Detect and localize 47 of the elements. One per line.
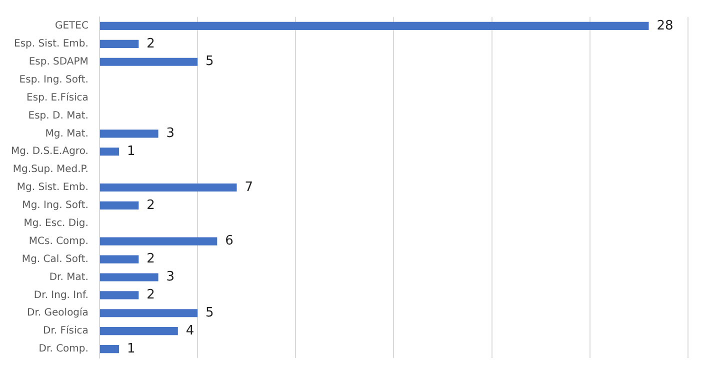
data-label: 5 <box>206 54 214 70</box>
data-label: 5 <box>206 306 214 321</box>
data-label: 2 <box>146 198 155 213</box>
bar <box>100 255 139 264</box>
y-tick-label: Esp. E.Física <box>26 92 88 104</box>
data-label: 28 <box>656 18 674 34</box>
data-label: 7 <box>244 180 254 195</box>
y-tick-label: MCs. Comp. <box>28 236 88 247</box>
y-tick-label: GETEC <box>54 20 88 32</box>
y-tick-label: Esp. D. Mat. <box>28 110 88 122</box>
y-tick-label: Esp. Sist. Emb. <box>14 38 88 50</box>
y-tick-label: Dr. Ing. Inf. <box>34 290 88 301</box>
bar <box>100 309 198 318</box>
data-label: 2 <box>146 252 155 267</box>
data-label: 1 <box>127 341 136 356</box>
data-label: 2 <box>146 36 155 52</box>
data-label: 3 <box>166 270 175 285</box>
y-tick-label: Dr. Geología <box>27 308 88 319</box>
y-tick-label: Mg. Cal. Soft. <box>22 254 88 265</box>
bar <box>100 183 237 192</box>
bar <box>100 237 218 246</box>
bar <box>100 291 139 300</box>
bar <box>100 273 158 282</box>
bar <box>100 22 649 30</box>
y-tick-label: Mg.Sup. Med.P. <box>12 164 88 176</box>
data-label: 6 <box>225 234 234 249</box>
y-tick-label: Dr. Mat. <box>49 272 88 283</box>
y-tick-label: Dr. Física <box>43 326 88 337</box>
y-tick-label: Mg. D.S.E.Agro. <box>11 146 88 158</box>
bar <box>100 344 120 354</box>
bar <box>100 58 198 66</box>
data-label: 1 <box>127 144 136 159</box>
data-label: 2 <box>146 288 155 303</box>
bar <box>100 148 120 156</box>
y-tick-label: Mg. Sist. Emb. <box>16 182 88 194</box>
y-tick-label: Dr. Comp. <box>38 344 88 355</box>
y-tick-label: Mg. Ing. Soft. <box>22 200 88 212</box>
bar <box>100 40 139 48</box>
y-tick-label: Mg. Esc. Dig. <box>24 218 88 229</box>
y-tick-label: Esp. Ing. Soft. <box>19 74 88 86</box>
bar <box>100 130 158 138</box>
bar <box>100 327 178 336</box>
bar <box>100 201 139 210</box>
data-label: 3 <box>166 126 175 142</box>
y-tick-label: Esp. SDAPM <box>28 56 88 68</box>
data-label: 4 <box>186 323 194 338</box>
y-tick-label: Mg. Mat. <box>45 128 88 140</box>
